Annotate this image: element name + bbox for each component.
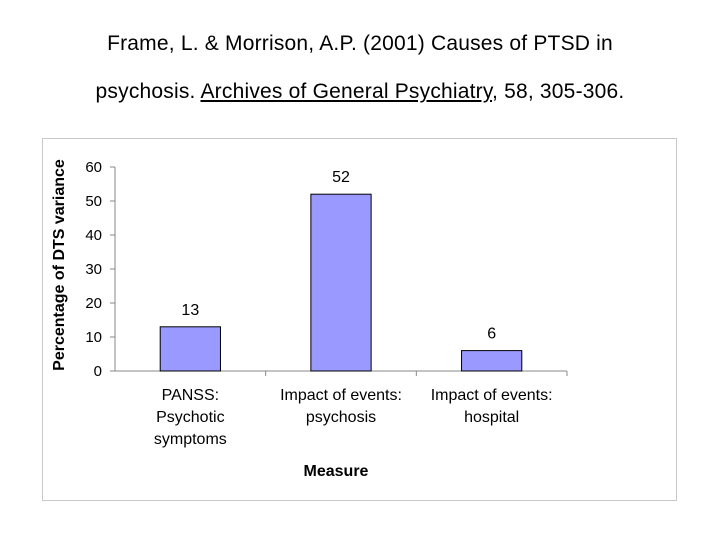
bar <box>159 326 221 372</box>
x-category-label: PANSS: <box>162 387 220 404</box>
bar <box>461 350 523 372</box>
data-label: 52 <box>332 169 350 186</box>
y-tick-label: 40 <box>85 227 102 244</box>
data-label: 13 <box>181 302 199 319</box>
y-tick-label: 30 <box>85 261 102 278</box>
citation-line-2: psychosis. Archives of General Psychiatr… <box>0 80 720 104</box>
journal-title: Archives of General Psychiatry <box>200 80 493 103</box>
x-axis-title: Measure <box>304 463 369 480</box>
x-category-label: symptoms <box>154 431 227 448</box>
citation-volume-pages: , 58, 305-306. <box>492 80 625 103</box>
y-tick-label: 10 <box>85 329 102 346</box>
y-tick-label: 0 <box>94 363 102 380</box>
y-tick-label: 60 <box>85 159 102 176</box>
citation-line-1: Frame, L. & Morrison, A.P. (2001) Causes… <box>107 32 613 55</box>
x-category-label: Impact of events: <box>431 387 553 404</box>
y-axis-title: Percentage of DTS variance <box>51 159 68 371</box>
x-category-label: psychosis <box>306 409 376 426</box>
y-tick-label: 20 <box>85 295 102 312</box>
citation-text: psychosis. <box>95 80 201 103</box>
x-category-label: hospital <box>464 409 519 426</box>
x-category-label: Impact of events: <box>280 387 402 404</box>
x-category-label: Psychotic <box>156 409 224 426</box>
data-label: 6 <box>487 326 496 343</box>
bar <box>310 193 372 372</box>
y-tick-label: 50 <box>85 193 102 210</box>
